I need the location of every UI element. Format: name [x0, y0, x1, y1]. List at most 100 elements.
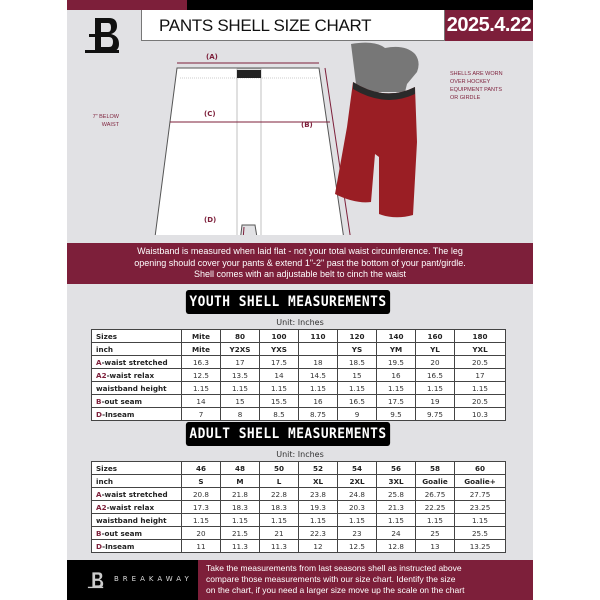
- footer-instructions: Take the measurements from last seasons …: [198, 560, 533, 600]
- table-cell: 1.15: [181, 513, 221, 527]
- table-cell: 20.5: [454, 394, 506, 408]
- table-cell: 14.5: [298, 368, 338, 382]
- table-cell: 1.15: [298, 381, 338, 395]
- info-line: opening should cover your pants & extend…: [134, 257, 466, 268]
- measure-label: -Inseam: [102, 409, 135, 419]
- table-cell: 11.3: [259, 539, 299, 553]
- table-cell: 18: [298, 355, 338, 369]
- measure-code: A: [96, 489, 102, 499]
- row-label: inch: [91, 342, 182, 356]
- table-cell: 18.3: [220, 500, 260, 514]
- title-box: PANTS SHELL SIZE CHART: [141, 10, 445, 41]
- table-cell: 25.8: [376, 487, 416, 501]
- table-cell: YXS: [259, 342, 299, 356]
- measure-code: B: [96, 528, 102, 538]
- table-cell: 140: [376, 329, 416, 343]
- table-row: B-out seam 20 21.5 21 22.3 23 24 25 25.5: [91, 526, 506, 540]
- table-cell: 17: [454, 368, 506, 382]
- label-a: (A): [206, 53, 218, 61]
- footer-line: on the chart, if you need a larger size …: [206, 585, 465, 595]
- measure-label: -out seam: [101, 396, 142, 406]
- table-cell: 22.3: [298, 526, 338, 540]
- table-cell: 1.15: [376, 381, 416, 395]
- info-line: Waistband is measured when laid flat - n…: [137, 246, 463, 256]
- table-cell: 58: [415, 461, 455, 475]
- table-cell: 56: [376, 461, 416, 475]
- belt-buckle-icon: [237, 70, 261, 78]
- top-bar: [187, 0, 533, 10]
- table-cell: 11: [181, 539, 221, 553]
- table-cell: 20: [415, 355, 455, 369]
- table-cell: 1.15: [454, 381, 506, 395]
- table-cell: 13.5: [220, 368, 260, 382]
- note-line: WAIST: [101, 122, 119, 128]
- table-cell: 15: [337, 368, 377, 382]
- adult-section-title: ADULT SHELL MEASUREMENTS: [185, 422, 391, 446]
- measure-label: Sizes: [96, 331, 117, 341]
- row-label: Sizes: [91, 329, 182, 343]
- table-cell: 15: [220, 394, 260, 408]
- table-cell: 9.5: [376, 407, 416, 421]
- table-cell: Mite: [181, 329, 221, 343]
- row-label: inch: [91, 474, 182, 488]
- note-line: EQUIPMENT PANTS: [450, 87, 503, 93]
- pants-diagram: [154, 62, 351, 235]
- measure-label: -out seam: [101, 528, 142, 538]
- youth-size-table: Sizes Mite 80 100 110 120 140 160 180 inch Mite Y2X…: [91, 329, 506, 421]
- table-cell: 16: [376, 368, 416, 382]
- table-cell: 1.15: [298, 513, 338, 527]
- table-cell: 22.25: [415, 500, 455, 514]
- measure-label: -waist stretched: [101, 489, 168, 499]
- table-row: waistband height 1.15 1.15 1.15 1.15 1.15 1.15…: [91, 381, 506, 395]
- footer-line: Take the measurements from last seasons …: [206, 563, 462, 573]
- measure-code: A: [96, 357, 102, 367]
- table-cell: 1.15: [181, 381, 221, 395]
- table-cell: 160: [415, 329, 455, 343]
- table-cell: 19: [415, 394, 455, 408]
- info-band: Waistband is measured when laid flat - n…: [67, 243, 533, 284]
- table-cell: 21.8: [220, 487, 260, 501]
- measure-code: D: [96, 541, 103, 551]
- row-label: waistband height: [91, 513, 182, 527]
- table-cell: 14: [259, 368, 299, 382]
- brand-name: BREAKAWAY: [114, 575, 193, 583]
- table-cell: 10.3: [454, 407, 506, 421]
- table-cell: 11.3: [220, 539, 260, 553]
- breakaway-logo-icon: [85, 18, 119, 53]
- table-row: inch S M L XL 2XL 3XL Goalie Goalie+: [91, 474, 506, 488]
- table-cell: 12: [298, 539, 338, 553]
- table-cell: 2XL: [337, 474, 377, 488]
- table-cell: 23: [337, 526, 377, 540]
- measure-label: waistband height: [96, 383, 167, 393]
- measure-label: -waist relax: [106, 502, 155, 512]
- below-waist-note: 7" BELOW WAIST: [87, 113, 119, 129]
- shells-note: SHELLS ARE WORN OVER HOCKEY EQUIPMENT PA…: [450, 70, 503, 102]
- table-cell: 1.15: [415, 513, 455, 527]
- row-label: A-waist stretched: [91, 487, 182, 501]
- table-cell: 14: [181, 394, 221, 408]
- table-cell: 1.15: [220, 513, 260, 527]
- table-cell: Mite: [181, 342, 221, 356]
- adult-unit: Unit: Inches: [276, 450, 324, 459]
- row-label: A-waist stretched: [91, 355, 182, 369]
- measure-label: -waist stretched: [101, 357, 168, 367]
- table-row: B-out seam 14 15 15.5 16 16.5 17.5 19 20.5: [91, 394, 506, 408]
- label-b: (B): [301, 121, 313, 129]
- table-cell: 16.5: [337, 394, 377, 408]
- table-row: waistband height 1.15 1.15 1.15 1.15 1.15 1.15…: [91, 513, 506, 527]
- table-cell: 20.8: [181, 487, 221, 501]
- table-cell: 9: [337, 407, 377, 421]
- table-cell: 54: [337, 461, 377, 475]
- measure-label: inch: [96, 476, 113, 486]
- table-cell: 180: [454, 329, 506, 343]
- table-cell: L: [259, 474, 299, 488]
- table-cell: 23.25: [454, 500, 506, 514]
- table-cell: YXL: [454, 342, 506, 356]
- table-cell: 120: [337, 329, 377, 343]
- table-cell: 50: [259, 461, 299, 475]
- table-cell: 46: [181, 461, 221, 475]
- table-cell: 19.5: [376, 355, 416, 369]
- row-label: B-out seam: [91, 394, 182, 408]
- table-row: A2-waist relax 12.5 13.5 14 14.5 15 16 16.5 17: [91, 368, 506, 382]
- table-cell: M: [220, 474, 260, 488]
